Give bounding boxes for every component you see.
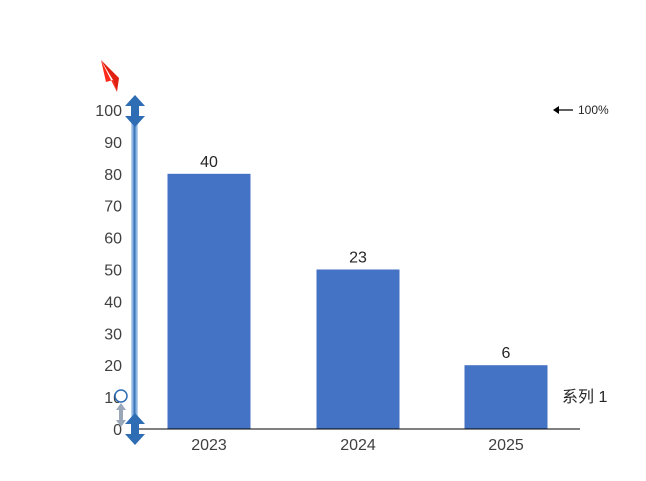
resize-bottom-handle-icon[interactable]: [125, 413, 145, 445]
y-tick-label: 90: [104, 135, 122, 152]
y-tick-label: 20: [104, 358, 122, 375]
x-tick-label: 2024: [340, 437, 376, 454]
x-tick-label: 2025: [488, 437, 524, 454]
pointer-arrow-icon: [101, 60, 119, 92]
data-label: 40: [200, 154, 218, 171]
y-tick-label: 0: [113, 422, 122, 439]
y-tick-label: 70: [104, 199, 122, 216]
bar: [167, 173, 251, 429]
bar: [316, 269, 400, 429]
y-tick-label: 60: [104, 231, 122, 248]
percent-annotation: 100%: [553, 103, 609, 117]
data-label: 23: [349, 250, 367, 267]
series-label: 系列 1: [562, 388, 607, 406]
data-labels: 40 23 6: [200, 154, 510, 362]
x-tick-label: 2023: [191, 437, 227, 454]
y-tick-label: 80: [104, 167, 122, 184]
bars: [167, 173, 548, 429]
resize-top-handle-icon[interactable]: [125, 95, 145, 127]
small-resize-arrow-icon[interactable]: [116, 403, 126, 427]
rotation-handle-icon[interactable]: [114, 389, 128, 403]
axis-resize-handle[interactable]: [114, 95, 145, 445]
left-arrow-head-icon: [553, 106, 559, 114]
x-axis-tick-labels: 2023 2024 2025: [191, 437, 524, 454]
y-tick-label: 30: [104, 326, 122, 343]
annotation-text: 100%: [578, 103, 609, 117]
resize-rail[interactable]: [131, 110, 138, 429]
y-tick-label: 40: [104, 294, 122, 311]
y-tick-label: 50: [104, 263, 122, 280]
bar: [464, 365, 548, 429]
y-tick-label: 100: [95, 103, 122, 120]
data-label: 6: [502, 345, 511, 362]
